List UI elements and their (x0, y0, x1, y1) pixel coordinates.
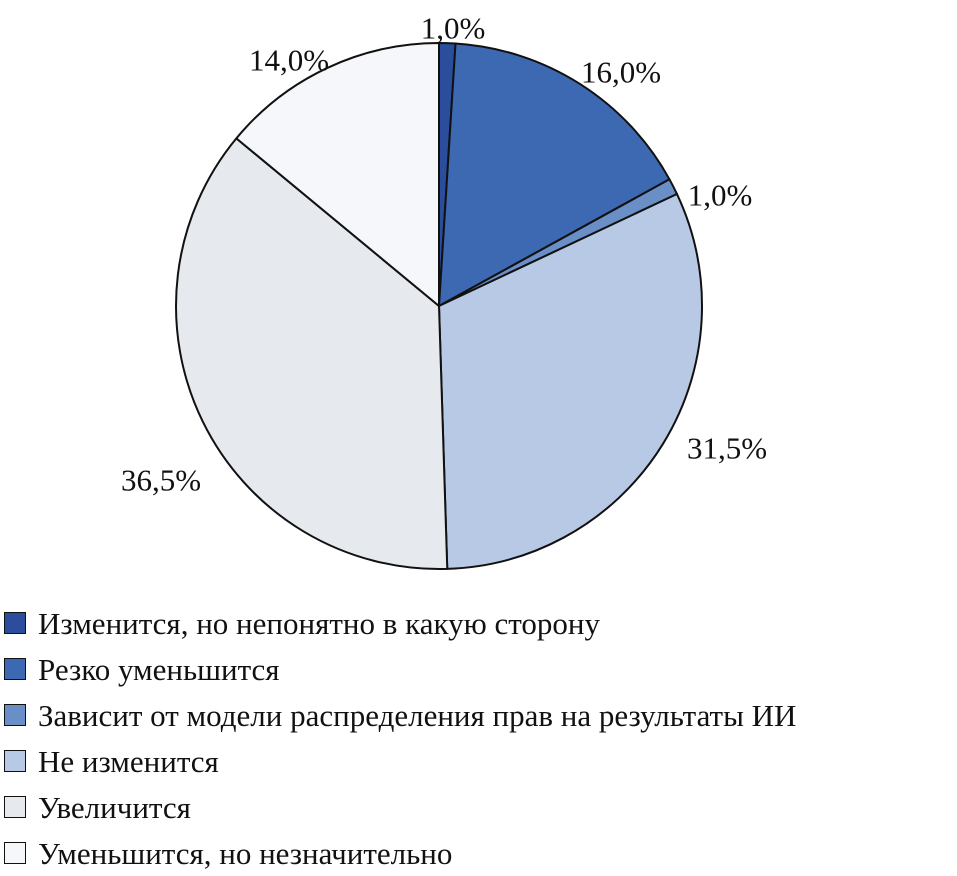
legend-item: Резко уменьшится (0, 646, 957, 692)
legend-swatch (4, 612, 26, 634)
pie-slice (438, 193, 703, 570)
legend-item: Не изменится (0, 738, 957, 784)
legend-label: Увеличится (38, 789, 191, 825)
pie-value-label: 1,0% (688, 178, 753, 213)
legend-swatch (4, 796, 26, 818)
legend-swatch (4, 842, 26, 864)
pie-slice (235, 42, 440, 307)
pie-value-labels: 1,0% 16,0% 1,0% 31,5% 36,5% 14,0% (121, 11, 767, 498)
pie-value-label: 14,0% (249, 43, 329, 78)
pie-slices (175, 42, 703, 570)
pie-value-label: 16,0% (581, 55, 661, 90)
legend-label: Резко уменьшится (38, 651, 280, 687)
legend-item: Уменьшится, но незначительно (0, 830, 957, 876)
legend-label: Не изменится (38, 743, 219, 779)
pie-value-label: 36,5% (121, 463, 201, 498)
pie-chart: 1,0% 16,0% 1,0% 31,5% 36,5% 14,0% (121, 11, 767, 570)
legend-label: Изменится, но непонятно в какую сторону (38, 605, 600, 641)
pie-slice (438, 42, 671, 307)
legend: Изменится, но непонятно в какую сторону Р… (0, 600, 957, 876)
legend-item: Увеличится (0, 784, 957, 830)
legend-label: Уменьшится, но незначительно (38, 835, 453, 871)
pie-slice (175, 137, 449, 570)
legend-swatch (4, 658, 26, 680)
legend-item: Изменится, но непонятно в какую сторону (0, 600, 957, 646)
pie-value-label: 31,5% (687, 431, 767, 466)
legend-swatch (4, 704, 26, 726)
legend-swatch (4, 750, 26, 772)
legend-label: Зависит от модели распределения прав на … (38, 697, 797, 733)
legend-item: Зависит от модели распределения прав на … (0, 692, 957, 738)
pie-value-label: 1,0% (421, 11, 486, 46)
